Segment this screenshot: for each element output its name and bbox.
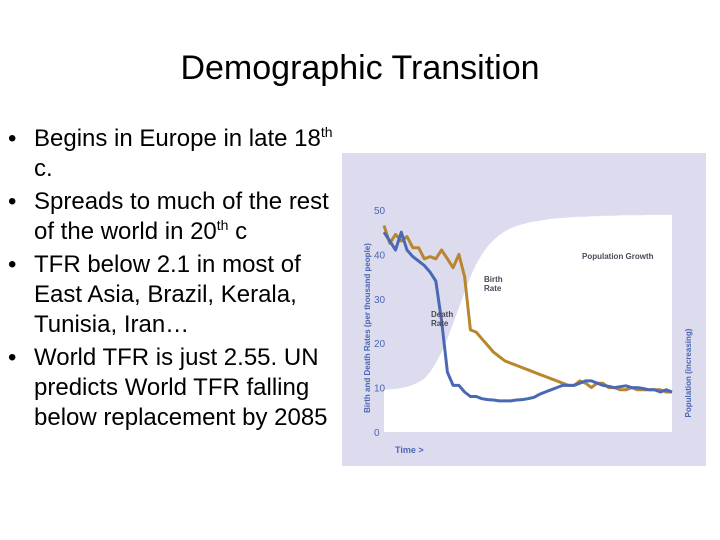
y-tick-label: 0	[374, 428, 380, 439]
bullet-dot: •	[8, 188, 17, 215]
bullet-text: Begins in Europe in late 18	[34, 125, 321, 152]
population-growth-label: Population Growth	[582, 252, 654, 261]
series-lines	[382, 225, 673, 403]
bullet-item: • Begins in Europe in late 18th c.	[8, 124, 338, 184]
y-tick-label: 20	[374, 339, 386, 350]
bullet-text: Spreads to much of the rest of the world…	[34, 188, 329, 245]
bullet-list: • Begins in Europe in late 18th c. • Spread…	[8, 124, 338, 436]
bullet-text: TFR below 2.1 in most of East Asia, Braz…	[34, 251, 301, 338]
bullet-item: • World TFR is just 2.55. UN predicts Wor…	[8, 343, 338, 433]
death-rate-label-line1: Death	[431, 310, 453, 319]
bullet-text: c	[228, 218, 248, 245]
bullet-dot: •	[8, 251, 17, 278]
slide-title: Demographic Transition	[180, 49, 540, 87]
y-tick-label: 30	[374, 295, 386, 306]
bullet-item: • Spreads to much of the rest of the worl…	[8, 187, 338, 247]
y-tick-label: 50	[374, 206, 386, 217]
bullet-superscript: th	[320, 124, 333, 140]
y-axis-label: Birth and Death Rates (per thousand peop…	[363, 243, 372, 413]
bullet-dot: •	[8, 125, 17, 152]
birth-rate-label-line1: Birth	[484, 275, 503, 284]
y-tick-label: 40	[374, 250, 386, 261]
bullet-superscript: th	[216, 217, 229, 233]
bullet-text: World TFR is just 2.55. UN predicts Worl…	[34, 344, 328, 431]
birth-rate-label-line2: Rate	[484, 284, 502, 293]
population-growth-area	[384, 214, 672, 432]
bullet-text: c.	[34, 155, 53, 182]
death-rate-line	[382, 230, 673, 403]
demographic-transition-chart: 0 10 20 30 40 50 Birth and Death Rates (per t…	[342, 153, 706, 466]
bullet-dot: •	[8, 344, 17, 371]
death-rate-label-line2: Rate	[431, 319, 449, 328]
y-tick-label: 10	[374, 384, 386, 395]
x-axis-label: Time >	[395, 445, 424, 455]
y-axis-ticks: 0 10 20 30 40 50	[374, 206, 386, 439]
bullet-item: • TFR below 2.1 in most of East Asia, Bra…	[8, 250, 338, 340]
birth-rate-line	[382, 225, 672, 394]
secondary-y-axis-label: Population (increasing)	[684, 328, 693, 417]
chart-svg: 0 10 20 30 40 50 Birth and Death Rates (per t…	[342, 153, 706, 466]
